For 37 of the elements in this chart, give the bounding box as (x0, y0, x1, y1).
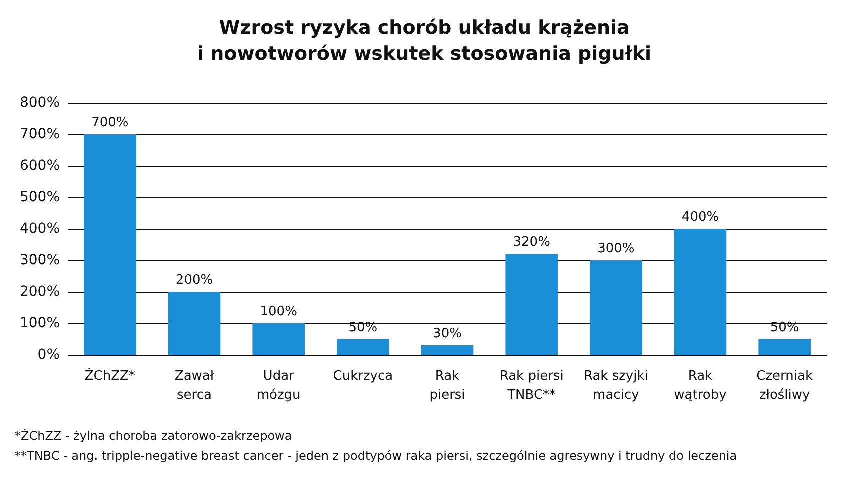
chart-title: Wzrost ryzyka chorób układu krążenia i nowotworów wskutek stosowania pigułki (198, 17, 652, 65)
bar (758, 339, 811, 355)
x-tick-label: Rak wątroby (674, 369, 728, 403)
data-label: 100% (260, 304, 298, 320)
y-tick-label: 800% (20, 95, 60, 111)
y-tick-label: 300% (20, 252, 60, 268)
text: **TNBC - ang. tripple-negative breast cancer - jeden z podtypów raka piersi, szczególnie agresywny i trudny do leczenia (15, 449, 738, 463)
data-label: 320% (513, 235, 550, 250)
bar (506, 254, 558, 355)
y-tick-label: 200% (20, 284, 60, 300)
data-label: 700% (92, 116, 129, 130)
x-tick-label: Rak piersi TNBC** (500, 369, 564, 403)
bar (252, 324, 305, 355)
y-tick-label: 0% (38, 347, 60, 363)
y-tick-label: 400% (20, 221, 60, 237)
data-label: 400% (682, 210, 720, 225)
y-tick-label: 100% (20, 316, 60, 332)
x-tick-label: Rak piersi (430, 369, 466, 403)
bar (421, 346, 474, 355)
data-label: 30% (433, 326, 462, 342)
x-tick-label: Czerniak złośliwy (756, 369, 814, 403)
x-tick-label: Rak szyjki macicy (584, 369, 648, 403)
x-tick-label: Cukrzyca (333, 369, 394, 384)
bar (337, 339, 390, 355)
x-tick-label: Zawał serca (174, 369, 214, 403)
y-tick-label: 500% (20, 190, 60, 206)
data-label: 300% (598, 242, 635, 256)
bar (590, 260, 642, 355)
data-label: 200% (176, 273, 214, 288)
bar (674, 229, 727, 355)
text: *ŻChZZ - żylna choroba zatorowo-zakrzepowa (15, 429, 292, 443)
bar (168, 292, 221, 355)
bar (84, 134, 136, 355)
x-tick-label: ŻChZZ* (84, 368, 136, 384)
y-tick-label: 600% (20, 158, 60, 174)
x-tick-label: Udar mózgu (256, 369, 301, 403)
y-tick-label: 700% (20, 126, 60, 142)
